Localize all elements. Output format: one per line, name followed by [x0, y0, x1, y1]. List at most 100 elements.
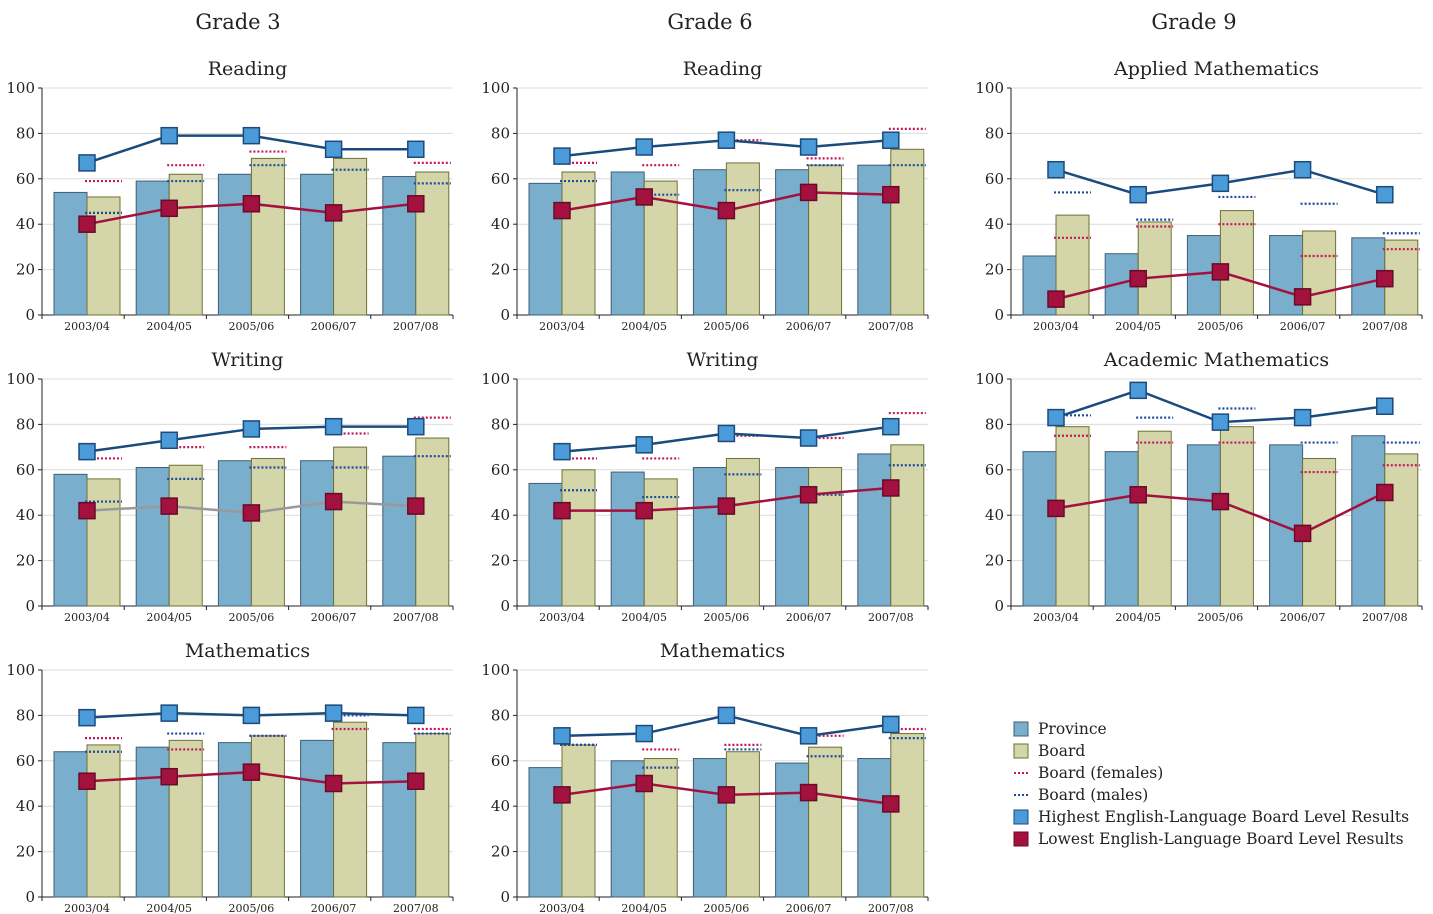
lowest-marker — [799, 783, 818, 802]
chart-panel: Reading 0 20 40 60 80 100 2003/04 2004/05 2005/06… — [6, 58, 454, 333]
highest-marker — [242, 706, 261, 725]
y-tick-label: 80 — [16, 415, 35, 433]
y-tick-label: 100 — [481, 370, 510, 388]
province-bar — [300, 460, 335, 607]
highest-marker — [553, 442, 571, 461]
lowest-marker — [160, 767, 178, 786]
x-tick-label: 2005/06 — [1198, 320, 1244, 333]
board-bar — [333, 721, 368, 898]
chart-panel: Mathematics 0 20 40 60 80 100 2003/04 2004/05 200… — [481, 640, 929, 914]
y-tick-label: 40 — [16, 797, 35, 815]
lowest-marker — [635, 188, 653, 206]
lowest-marker — [799, 486, 818, 504]
highest-marker — [635, 436, 653, 454]
y-tick-label: 0 — [500, 306, 510, 324]
y-tick-label: 20 — [491, 552, 510, 570]
x-tick-label: 2005/06 — [704, 902, 750, 914]
y-tick-label: 20 — [16, 552, 35, 570]
province-bar — [382, 742, 417, 898]
y-tick-label: 100 — [6, 79, 35, 97]
province-bar — [528, 482, 563, 607]
lowest-marker — [882, 795, 900, 813]
lowest-marker — [717, 201, 736, 220]
board-bar — [890, 733, 925, 898]
y-tick-label: 0 — [25, 597, 35, 615]
legend: Province Board Board (females) Board (males… — [1013, 720, 1409, 848]
x-tick-label: 2003/04 — [1033, 611, 1079, 624]
lowest-marker — [160, 497, 178, 515]
highest-marker — [717, 131, 736, 149]
lowest-marker — [553, 786, 571, 804]
lowest-marker — [1211, 263, 1230, 281]
x-tick-label: 2004/05 — [146, 320, 192, 333]
y-tick-label: 80 — [16, 706, 35, 724]
highest-marker — [553, 147, 571, 165]
highest-marker — [160, 704, 178, 722]
province-bar — [775, 762, 810, 898]
highest-marker — [799, 429, 818, 447]
chart-title: Mathematics — [185, 640, 310, 662]
legend-province-label: Province — [1038, 720, 1107, 738]
board-bar — [250, 457, 285, 607]
highest-marker — [553, 727, 571, 745]
grade-3-header: Grade 3 — [195, 10, 281, 34]
legend-lowest-label: Lowest English-Language Board Level Resu… — [1038, 830, 1404, 848]
x-tick-label: 2006/07 — [311, 902, 357, 914]
y-tick-label: 60 — [491, 170, 510, 188]
x-tick-label: 2004/05 — [1115, 320, 1161, 333]
highest-marker — [1376, 397, 1394, 415]
highest-marker — [160, 431, 178, 450]
y-tick-label: 20 — [16, 843, 35, 861]
x-tick-label: 2005/06 — [704, 611, 750, 624]
board-bar — [86, 196, 121, 316]
board-bar — [890, 148, 925, 316]
highest-marker — [1376, 185, 1394, 204]
y-tick-label: 20 — [985, 261, 1004, 279]
board-bar — [86, 744, 121, 898]
y-tick-label: 60 — [16, 461, 35, 479]
y-tick-label: 80 — [491, 415, 510, 433]
board-bar — [333, 157, 368, 316]
y-tick-label: 100 — [6, 370, 35, 388]
lowest-marker — [1293, 524, 1312, 543]
board-bar — [725, 162, 760, 316]
x-tick-label: 2004/05 — [1115, 611, 1161, 624]
y-tick-label: 60 — [491, 752, 510, 770]
chart-title: Applied Mathematics — [1113, 58, 1319, 80]
lowest-marker — [78, 501, 96, 520]
board-bar — [250, 735, 285, 898]
lowest-marker — [324, 774, 343, 793]
highest-marker — [324, 140, 343, 159]
province-bar — [53, 473, 88, 607]
lowest-marker — [407, 195, 425, 213]
highest-marker — [717, 706, 736, 725]
x-tick-label: 2004/05 — [621, 611, 667, 624]
x-tick-label: 2005/06 — [229, 611, 275, 624]
y-tick-label: 80 — [16, 124, 35, 142]
legend-board-females-label: Board (females) — [1038, 764, 1163, 782]
highest-marker — [1293, 408, 1312, 427]
highest-marker — [882, 417, 900, 436]
y-tick-label: 40 — [985, 215, 1004, 233]
legend-board-label: Board — [1038, 742, 1085, 760]
y-tick-label: 60 — [16, 170, 35, 188]
lowest-marker — [553, 201, 571, 220]
y-tick-label: 40 — [491, 797, 510, 815]
y-tick-label: 40 — [985, 506, 1004, 524]
lowest-marker — [553, 501, 571, 520]
highest-marker — [160, 126, 178, 145]
board-bar — [890, 444, 925, 607]
y-tick-label: 80 — [491, 124, 510, 142]
province-bar — [300, 739, 335, 898]
highest-marker — [1047, 408, 1065, 427]
lowest-marker — [78, 772, 96, 790]
province-bar — [1104, 451, 1139, 607]
board-bar — [415, 437, 450, 607]
province-bar — [692, 467, 727, 607]
board-bar — [415, 733, 450, 898]
board-bar — [725, 751, 760, 898]
chart-title: Academic Mathematics — [1103, 349, 1329, 371]
y-tick-label: 0 — [25, 306, 35, 324]
board-bar — [643, 478, 678, 607]
